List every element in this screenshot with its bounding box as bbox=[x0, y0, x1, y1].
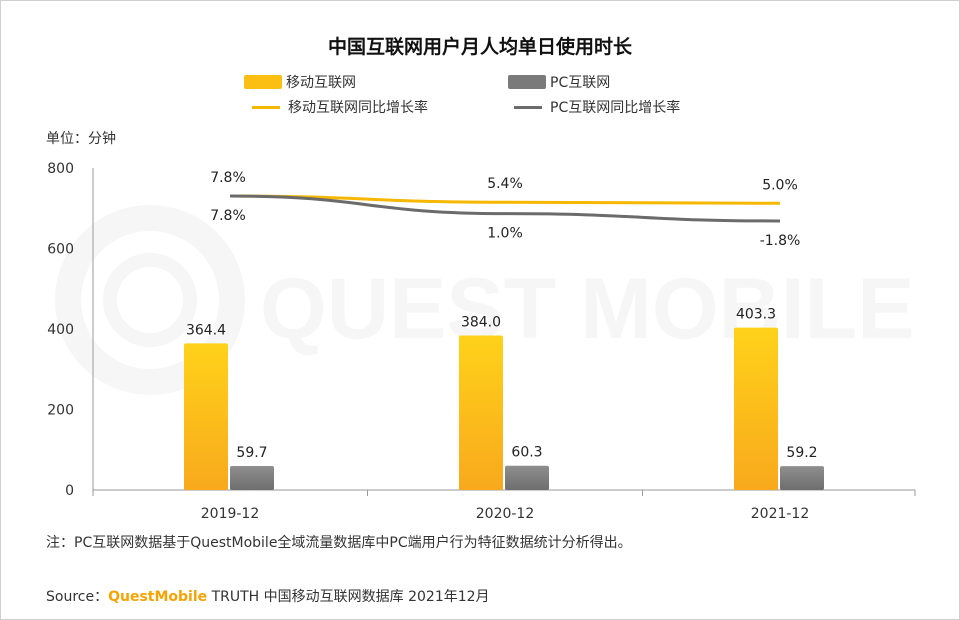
chart-title: 中国互联网用户月人均单日使用时长 bbox=[327, 36, 632, 58]
legend-mobile: 移动互联网 bbox=[244, 72, 356, 92]
mobile-rate-label: 7.8% bbox=[210, 170, 246, 186]
x-tick-label: 2019-12 bbox=[201, 506, 260, 522]
y-tick-label: 200 bbox=[47, 403, 74, 419]
rate-lines bbox=[229, 194, 781, 223]
legend-mobile-rate-swatch bbox=[252, 105, 280, 109]
data-labels: 364.4 384.0 403.3 59.7 60.3 59.2 7.8% 5.4% 5.0% 7… bbox=[186, 170, 818, 461]
bars bbox=[184, 327, 824, 490]
mobile-bar-label: 403.3 bbox=[736, 307, 776, 323]
unit-label: 单位：分钟 bbox=[46, 131, 116, 147]
source-line: Source：QuestMobile TRUTH 中国移动互联网数据库 2021… bbox=[46, 586, 490, 606]
pc-bar-label: 60.3 bbox=[511, 445, 542, 461]
legend-pc-swatch bbox=[508, 75, 546, 89]
legend-pc-rate-swatch bbox=[514, 105, 542, 109]
mobile-bar bbox=[184, 343, 228, 490]
mobile-bar bbox=[734, 327, 778, 490]
legend-mobile-label: 移动互联网 bbox=[286, 75, 356, 91]
mobile-bar bbox=[459, 335, 503, 490]
pc-bar-label: 59.2 bbox=[786, 445, 817, 461]
axes: 0 200 400 600 800 2019-12 2020-12 2021-12 bbox=[47, 161, 916, 522]
mobile-bar-label: 384.0 bbox=[461, 314, 501, 330]
mobile-bar-label: 364.4 bbox=[186, 322, 226, 338]
legend-mobile-rate-label: 移动互联网同比增长率 bbox=[288, 100, 428, 116]
y-tick-label: 600 bbox=[47, 242, 74, 258]
legend-mobile-swatch bbox=[244, 75, 282, 89]
pc-rate-line bbox=[229, 194, 781, 223]
source-prefix: Source： bbox=[46, 589, 109, 605]
mobile-rate-label: 5.0% bbox=[762, 177, 798, 193]
pc-rate-label: 1.0% bbox=[487, 226, 523, 242]
x-tick-label: 2020-12 bbox=[476, 506, 535, 522]
watermark-logo-core bbox=[103, 253, 197, 347]
pc-bar-label: 59.7 bbox=[236, 445, 267, 461]
watermark: QUEST MOBILE bbox=[55, 205, 915, 395]
pc-bar bbox=[780, 466, 824, 490]
y-tick-label: 0 bbox=[65, 483, 74, 499]
pc-rate-label: 7.8% bbox=[210, 208, 246, 224]
legend-pc-rate: PC互联网同比增长率 bbox=[514, 97, 680, 117]
legend-pc-label: PC互联网 bbox=[550, 75, 611, 91]
pc-bar bbox=[505, 465, 549, 490]
pc-bar bbox=[230, 465, 274, 490]
legend-pc-rate-label: PC互联网同比增长率 bbox=[550, 100, 681, 116]
mobile-rate-line bbox=[229, 194, 781, 205]
legend-pc: PC互联网 bbox=[508, 72, 610, 92]
x-tick-label: 2021-12 bbox=[751, 506, 810, 522]
footnote: 注：PC互联网数据基于QuestMobile全域流量数据库中PC端用户行为特征数… bbox=[46, 535, 632, 551]
source-brand: QuestMobile bbox=[108, 589, 208, 605]
y-tick-label: 400 bbox=[47, 322, 74, 338]
watermark-logo-ring bbox=[55, 205, 245, 395]
mobile-rate-label: 5.4% bbox=[487, 176, 523, 192]
y-tick-label: 800 bbox=[47, 161, 74, 177]
legend-mobile-rate: 移动互联网同比增长率 bbox=[252, 97, 428, 117]
pc-rate-label: -1.8% bbox=[760, 233, 801, 249]
source-text: TRUTH 中国移动互联网数据库 2021年12月 bbox=[207, 589, 490, 605]
watermark-text: QUEST MOBILE bbox=[260, 261, 915, 357]
